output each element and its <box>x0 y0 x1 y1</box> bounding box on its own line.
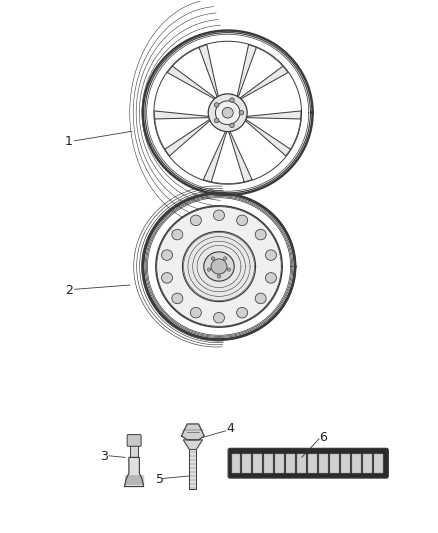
Polygon shape <box>165 118 212 156</box>
Polygon shape <box>237 45 256 99</box>
Bar <box>243 454 251 473</box>
Ellipse shape <box>239 110 244 115</box>
Bar <box>130 444 138 457</box>
Ellipse shape <box>222 108 233 118</box>
Polygon shape <box>238 66 288 100</box>
Ellipse shape <box>208 268 211 271</box>
Ellipse shape <box>265 272 276 283</box>
Polygon shape <box>184 440 202 449</box>
Ellipse shape <box>237 308 247 318</box>
FancyBboxPatch shape <box>127 434 141 446</box>
Bar <box>363 454 372 473</box>
Polygon shape <box>155 111 211 119</box>
Ellipse shape <box>213 210 225 221</box>
Polygon shape <box>199 45 219 99</box>
Polygon shape <box>167 66 217 100</box>
Polygon shape <box>203 130 227 182</box>
Ellipse shape <box>162 272 173 283</box>
Text: 3: 3 <box>100 450 108 463</box>
Ellipse shape <box>214 103 219 107</box>
Ellipse shape <box>183 231 255 302</box>
Ellipse shape <box>191 215 201 225</box>
Bar <box>352 454 361 473</box>
Bar <box>341 454 350 473</box>
Ellipse shape <box>211 257 215 260</box>
Ellipse shape <box>143 30 313 195</box>
Ellipse shape <box>255 229 266 240</box>
Ellipse shape <box>172 229 183 240</box>
Ellipse shape <box>217 275 221 278</box>
Ellipse shape <box>230 98 234 102</box>
Bar <box>286 454 295 473</box>
Polygon shape <box>244 111 301 119</box>
Bar <box>189 449 196 489</box>
Ellipse shape <box>230 123 234 127</box>
Text: 4: 4 <box>226 422 234 435</box>
Bar <box>254 454 262 473</box>
Polygon shape <box>182 424 204 440</box>
Ellipse shape <box>215 101 240 125</box>
Ellipse shape <box>204 252 234 281</box>
Bar <box>308 454 317 473</box>
Text: 5: 5 <box>156 473 164 486</box>
Ellipse shape <box>162 250 173 261</box>
Ellipse shape <box>214 118 219 123</box>
Bar <box>319 454 328 473</box>
Ellipse shape <box>134 184 304 349</box>
Ellipse shape <box>211 259 227 274</box>
Bar <box>374 454 383 473</box>
Bar <box>265 454 273 473</box>
Polygon shape <box>124 457 144 487</box>
Text: 2: 2 <box>65 284 73 297</box>
Bar <box>330 454 339 473</box>
Bar <box>297 454 306 473</box>
Text: 6: 6 <box>319 431 327 444</box>
Ellipse shape <box>227 268 230 271</box>
Ellipse shape <box>237 215 247 225</box>
Polygon shape <box>244 118 290 156</box>
Ellipse shape <box>223 257 227 260</box>
Ellipse shape <box>265 250 276 261</box>
Ellipse shape <box>191 308 201 318</box>
Ellipse shape <box>255 293 266 304</box>
Ellipse shape <box>208 94 247 132</box>
Polygon shape <box>228 130 252 182</box>
Ellipse shape <box>156 206 282 327</box>
Bar <box>232 454 240 473</box>
Ellipse shape <box>172 293 183 304</box>
FancyBboxPatch shape <box>228 448 389 478</box>
Bar <box>276 454 284 473</box>
Text: 1: 1 <box>65 135 73 148</box>
Ellipse shape <box>213 312 225 323</box>
